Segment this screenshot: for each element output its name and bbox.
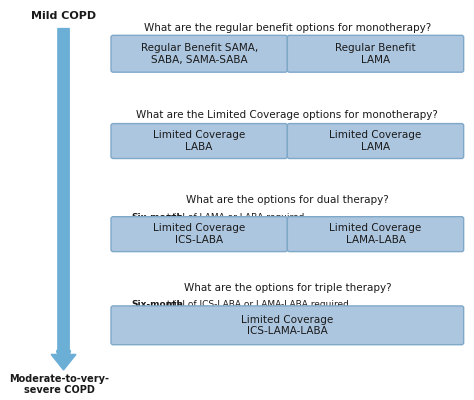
FancyBboxPatch shape bbox=[111, 306, 464, 345]
Text: Limited Coverage
ICS-LABA: Limited Coverage ICS-LABA bbox=[153, 223, 246, 245]
Text: Regular Benefit SAMA,
SABA, SAMA-SABA: Regular Benefit SAMA, SABA, SAMA-SABA bbox=[141, 43, 258, 64]
Text: Limited Coverage
LABA: Limited Coverage LABA bbox=[153, 130, 246, 152]
Text: What are the regular benefit options for monotherapy?: What are the regular benefit options for… bbox=[144, 23, 431, 33]
Text: What are the options for dual therapy?: What are the options for dual therapy? bbox=[186, 195, 389, 205]
Text: trial of LAMA or LABA required.: trial of LAMA or LABA required. bbox=[164, 213, 307, 222]
FancyArrow shape bbox=[51, 28, 76, 370]
FancyBboxPatch shape bbox=[287, 124, 464, 158]
Text: Six-month: Six-month bbox=[131, 300, 183, 309]
FancyBboxPatch shape bbox=[287, 35, 464, 72]
Text: Limited Coverage
LAMA-LABA: Limited Coverage LAMA-LABA bbox=[329, 223, 422, 245]
Text: Moderate-to-very-
severe COPD: Moderate-to-very- severe COPD bbox=[9, 374, 109, 396]
Text: Limited Coverage
LAMA: Limited Coverage LAMA bbox=[329, 130, 422, 152]
Text: Limited Coverage
ICS-LAMA-LABA: Limited Coverage ICS-LAMA-LABA bbox=[241, 314, 334, 336]
Text: Six-month: Six-month bbox=[131, 213, 183, 222]
Text: Regular Benefit
LAMA: Regular Benefit LAMA bbox=[335, 43, 416, 64]
Text: What are the Limited Coverage options for monotherapy?: What are the Limited Coverage options fo… bbox=[137, 110, 438, 120]
FancyBboxPatch shape bbox=[287, 217, 464, 252]
FancyBboxPatch shape bbox=[111, 217, 287, 252]
Text: Mild COPD: Mild COPD bbox=[31, 11, 96, 21]
FancyBboxPatch shape bbox=[111, 124, 287, 158]
Text: What are the options for triple therapy?: What are the options for triple therapy? bbox=[183, 283, 391, 293]
Text: trial of ICS-LABA or LAMA-LABA required.: trial of ICS-LABA or LAMA-LABA required. bbox=[164, 300, 352, 309]
FancyBboxPatch shape bbox=[111, 35, 287, 72]
